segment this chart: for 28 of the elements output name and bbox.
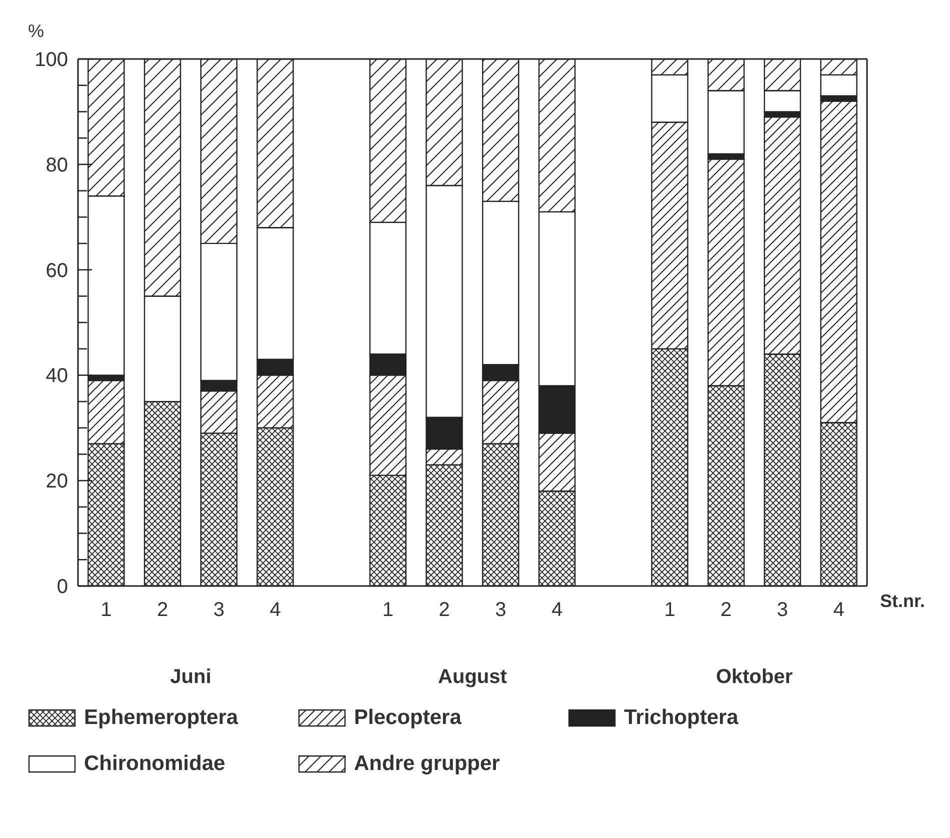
text: Oktober — [716, 666, 793, 688]
legend-label: Chironomidae — [84, 752, 226, 775]
x-tick-label: 3 — [776, 599, 788, 622]
x-tick-label: 4 — [551, 599, 563, 622]
x-axis-title: St.nr. — [880, 590, 925, 611]
x-tick-label: 1 — [664, 599, 676, 622]
x-tick-label: 2 — [720, 599, 732, 622]
legend-label: Ephemeroptera — [84, 706, 238, 729]
y-tick-label: 100 — [34, 49, 68, 71]
x-tick-label: 3 — [213, 599, 224, 622]
y-axis-title: % — [28, 21, 44, 41]
legend-label: Trichoptera — [624, 706, 738, 729]
legend-label: Andre grupper — [354, 752, 500, 775]
x-tick-label: 2 — [156, 599, 168, 622]
y-tick-label: 60 — [46, 260, 68, 282]
text: August — [438, 666, 508, 688]
y-tick-label: 40 — [46, 365, 68, 388]
y-tick-label: 20 — [46, 470, 68, 493]
text: Juni — [170, 666, 212, 688]
x-tick-label: 4 — [270, 599, 281, 622]
legend-label: Plecoptera — [354, 706, 462, 729]
y-tick-label: 80 — [46, 154, 68, 176]
x-tick-label: 3 — [495, 599, 506, 622]
x-tick-label: 1 — [382, 599, 394, 622]
y-tick-label: 0 — [56, 576, 68, 598]
x-tick-label: 1 — [100, 599, 112, 622]
x-tick-label: 2 — [438, 599, 450, 622]
x-tick-label: 4 — [833, 599, 844, 622]
